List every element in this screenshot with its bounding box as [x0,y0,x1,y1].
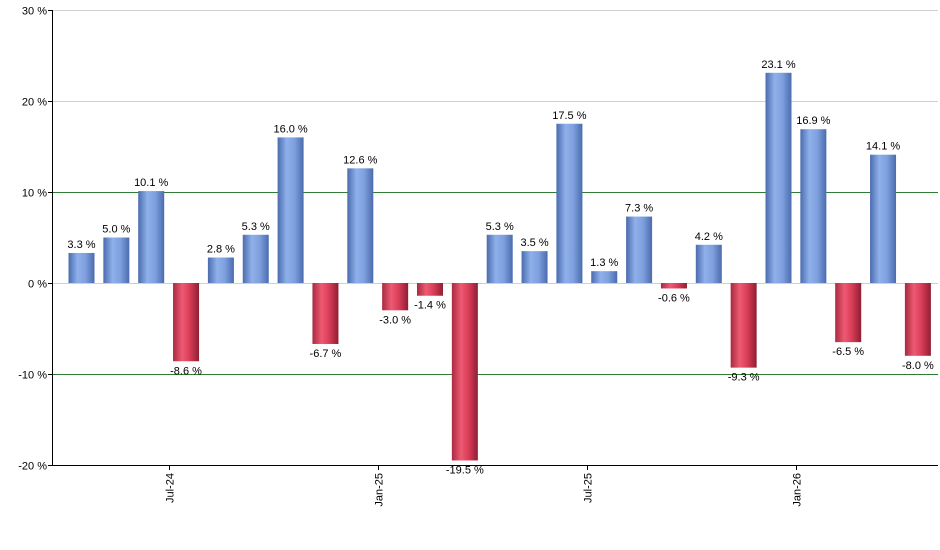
y-tick-label: -20 % [18,461,47,473]
bar-11 [417,283,443,296]
bar-value-label: 1.3 % [590,257,618,269]
bars [68,72,931,461]
bar-value-label: -19.5 % [446,464,484,476]
bar-6 [242,234,269,283]
bar-value-labels: 3.3 % 5.0 % 10.1 % -8.6 % 2.8 % 5.3 % 16.0 % -6… [67,59,934,477]
x-tick-label: Jul-25 [583,473,595,503]
bar-value-label: 2.8 % [207,244,235,256]
bar-value-label: 23.1 % [761,59,795,71]
bar-1 [68,252,95,283]
bar-value-label: 5.3 % [486,221,514,233]
x-tick-label: Jul-24 [165,473,177,503]
bar-value-label: -3.0 % [379,314,411,326]
bar-3 [138,191,165,283]
bar-value-label: 3.3 % [67,239,95,251]
bar-23 [835,283,862,343]
bar-value-label: 16.9 % [796,115,830,127]
bar-18 [660,283,687,289]
bar-value-label: 5.3 % [242,221,270,233]
bar-9 [347,168,374,283]
bar-value-label: -0.6 % [658,292,690,304]
bar-24 [870,154,897,283]
bar-2 [103,237,130,283]
bar-value-label: 3.5 % [520,237,548,249]
bar-value-label: -8.0 % [902,360,934,372]
bar-value-label: 10.1 % [134,177,168,189]
x-tick-label: Jan-26 [792,473,804,507]
bar-value-label: 4.2 % [695,231,723,243]
bar-value-label: -6.7 % [310,348,342,360]
bar-13 [486,234,513,283]
bar-value-label: 14.1 % [866,141,900,153]
bar-value-label: -6.5 % [832,346,864,358]
y-tick-label: 30 % [22,6,47,18]
bar-4 [173,283,200,362]
bar-8 [312,283,339,344]
bar-value-label: -8.6 % [170,365,202,377]
bar-value-label: -1.4 % [414,300,446,312]
bar-value-label: -9.3 % [728,372,760,384]
x-tick-label: Jan-25 [374,473,386,507]
axes: 30 % 20 % 10 % 0 % -10 % -20 % Jul-24 Jan-25 Jul… [18,6,938,507]
bar-14 [521,251,548,283]
bar-20 [730,283,757,368]
bar-7 [277,137,304,283]
bar-25 [904,283,931,356]
y-tick-label: 20 % [22,97,47,109]
bar-10 [382,283,409,311]
bar-value-label: 7.3 % [625,203,653,215]
bar-16 [591,271,618,283]
bar-value-label: 12.6 % [343,154,377,166]
bar-12 [451,283,478,461]
bar-value-label: 16.0 % [273,123,307,135]
y-tick-label: 0 % [28,279,47,291]
bar-15 [556,123,583,283]
bar-21 [765,72,792,283]
y-tick-label: 10 % [22,188,47,200]
bar-19 [695,244,722,283]
bar-22 [800,129,827,283]
bar-value-label: 17.5 % [552,110,586,122]
y-tick-label: -10 % [18,370,47,382]
bar-17 [626,216,653,283]
bar-value-label: 5.0 % [102,224,130,236]
bar-5 [207,257,234,283]
